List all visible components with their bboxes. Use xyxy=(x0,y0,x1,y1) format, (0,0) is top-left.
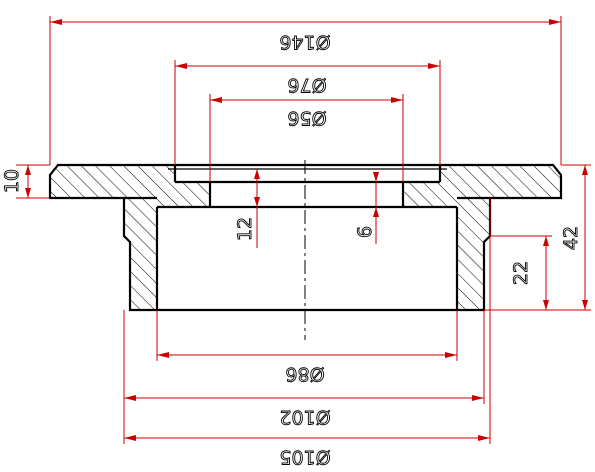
dim-d76: Ø76 xyxy=(174,60,441,165)
dim-h42-label: 42 xyxy=(560,226,582,250)
dim-h12: 12 xyxy=(234,169,260,248)
dim-d56: Ø56 xyxy=(209,94,404,182)
dim-d102: Ø102 xyxy=(123,310,485,428)
dim-h22-label: 22 xyxy=(510,261,532,285)
dim-d146: Ø146 xyxy=(49,16,562,165)
dim-h10: 10 xyxy=(1,164,50,199)
dim-d86-label: Ø86 xyxy=(285,363,324,385)
dim-d102-label: Ø102 xyxy=(279,406,330,428)
dim-h12-label: 12 xyxy=(234,217,256,241)
dim-d105: Ø105 xyxy=(123,198,491,468)
dim-d86: Ø86 xyxy=(156,310,458,385)
dim-h10-label: 10 xyxy=(1,169,23,193)
section-left xyxy=(50,165,210,310)
dim-d105-label: Ø105 xyxy=(279,446,330,468)
dim-h6: 6 xyxy=(354,172,379,244)
dim-d76-label: Ø76 xyxy=(287,74,326,96)
dim-d56-label: Ø56 xyxy=(287,107,326,129)
dim-h22: 22 xyxy=(484,235,552,311)
section-right xyxy=(403,165,561,310)
dim-h42: 42 xyxy=(552,164,591,311)
dim-h6-label: 6 xyxy=(354,226,376,238)
dim-d146-label: Ø146 xyxy=(279,31,330,53)
